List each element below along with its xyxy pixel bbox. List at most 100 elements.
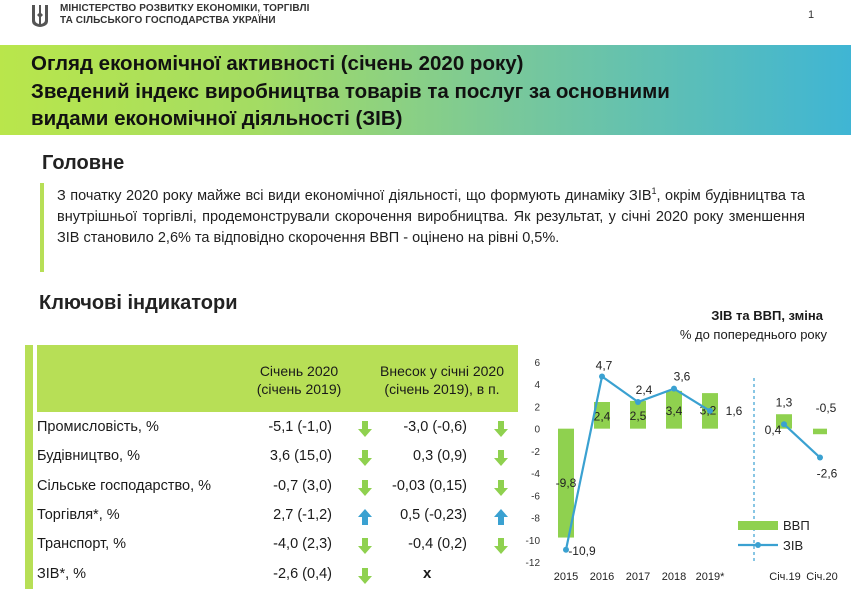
row-value-january: 3,6 (15,0) [269,448,332,465]
legend-gva-marker [755,542,761,548]
arrow-down-icon [494,450,508,467]
gva-point [599,373,605,380]
gva-point [707,407,713,414]
y-tick-label: -6 [531,491,540,502]
main-heading: Головне [42,152,125,174]
arrow-down-icon [358,450,372,467]
table-row: Промисловість, % -5,1 (-1,0) -3,0 (-0,6) [37,414,518,443]
summary-part2: , окрім будівництва та внутрішньої торгі… [57,188,805,246]
gdp-bar-label: 1,3 [776,395,793,409]
y-tick-label: -4 [531,469,540,480]
title-line1: Огляд економічної активності (січень 202… [31,52,524,75]
arrow-up-icon [358,508,372,525]
gva-line-label: -10,9 [568,544,596,558]
gva-point [563,546,569,553]
row-value-january: -4,0 (2,3) [273,536,332,553]
arrow-down-icon [358,421,372,437]
chart-subtitle: % до попереднього року [679,327,827,342]
gdp-bar-label: 3,4 [666,404,683,418]
ministry-line1: МІНІСТЕРСТВО РОЗВИТКУ ЕКОНОМІКИ, ТОРГІВЛ… [60,3,310,14]
chart-title: ЗІВ та ВВП, зміна [711,308,823,323]
row-value-contribution: -3,0 (-0,6) [403,419,467,435]
row-value-contribution: -0,03 (0,15) [392,477,467,494]
y-tick-label: 0 [534,425,540,436]
indicators-heading: Ключові індикатори [39,292,238,314]
x-category-label: Січ.20 [806,571,837,583]
gva-line-label: 4,7 [596,358,613,372]
gva-point [635,399,641,405]
gva-line-label: 1,6 [726,404,743,418]
gdp-bar [813,428,827,435]
chart-container: ЗІВ та ВВП, зміна % до попереднього року… [520,300,851,605]
arrow-down-icon [358,479,372,496]
col2-line1: Внесок у січні 2020 [380,363,504,379]
arrow-down-icon [494,538,508,555]
x-category-label: 2019* [696,571,725,583]
row-label: Промисловість, % [37,419,159,435]
row-label: Будівництво, % [37,448,140,465]
gdp-bar [558,428,574,538]
x-category-label: 2016 [590,571,614,583]
row-mark: x [423,564,432,582]
row-value-january: -2,6 (0,4) [273,565,332,582]
summary-text: З початку 2020 року майже всі види еконо… [57,186,805,249]
gva-line-label: 0,4 [765,423,782,437]
page-number: 1 [808,9,815,21]
chart-svg: 6420-2-4-6-8-10-12-9,82,42,53,43,21,3-0,… [526,358,838,583]
gdp-bar [666,390,682,429]
x-category-label: Січ.19 [769,571,800,583]
arrow-down-icon [494,479,508,496]
row-label: Торгівля*, % [37,506,120,523]
summary-accent-bar [40,183,44,272]
row-label: Сільське господарство, % [37,477,212,494]
x-category-label: 2015 [554,571,578,583]
table-row: ЗІВ*, % -2,6 (0,4) x [37,561,518,590]
gva-line-label: -2,6 [817,467,838,481]
gdp-bar-label: 2,4 [594,409,611,423]
x-category-label: 2017 [626,571,650,583]
y-tick-label: 2 [534,402,540,413]
table-row: Будівництво, % 3,6 (15,0) 0,3 (0,9) [37,443,518,472]
legend-gva-label: ЗІВ [783,538,803,553]
col2-line2: (січень 2019), в п. [384,381,500,397]
gva-line-label: 3,6 [674,370,691,384]
ministry-line2: ТА СІЛЬСЬКОГО ГОСПОДАРСТВА УКРАЇНИ [60,15,276,26]
row-value-january: -0,7 (3,0) [273,477,332,494]
table-header [37,345,518,412]
gdp-bar-label: -0,5 [816,401,837,415]
arrow-down-icon [494,421,508,437]
ministry-name: МІНІСТЕРСТВО РОЗВИТКУ ЕКОНОМІКИ, ТОРГІВЛ… [60,3,309,27]
row-value-january: -5,1 (-1,0) [268,419,332,435]
y-tick-label: 6 [534,358,540,369]
y-tick-label: -8 [531,514,540,525]
trident-icon [32,5,48,27]
x-category-label: 2018 [662,571,686,583]
title-line3: видами економічної діяльності (ЗІВ) [31,107,403,130]
gdp-bar-label: -9,8 [556,476,577,490]
col1-line1: Січень 2020 [259,363,339,379]
legend-gdp-swatch [738,521,778,530]
gdp-bar [594,402,610,429]
column-header-contribution: Внесок у січні 2020 (січень 2019), в п. [362,362,522,398]
y-tick-label: -10 [526,536,541,547]
gdp-bar-label: 2,5 [630,409,647,423]
footnote-marker: 1 [651,186,657,197]
row-value-contribution: -0,4 (0,2) [408,536,467,553]
table-row: Транспорт, % -4,0 (2,3) -0,4 (0,2) [37,531,518,560]
gva-point [781,421,787,428]
arrow-down-icon [358,538,372,555]
title-line2: Зведений індекс виробництва товарів та п… [31,80,670,103]
gva-point [817,454,823,461]
row-value-contribution: 0,3 (0,9) [413,448,467,465]
arrow-down-icon [358,567,372,584]
row-value-contribution: 0,5 (-0,23) [400,506,467,523]
row-label: Транспорт, % [37,536,127,553]
table-row: Сільське господарство, % -0,7 (3,0) -0,03 … [37,473,518,502]
page-header: МІНІСТЕРСТВО РОЗВИТКУ ЕКОНОМІКИ, ТОРГІВЛ… [0,0,851,36]
gva-point [671,385,677,392]
col1-line2: (січень 2019) [256,381,342,397]
table-row: Торгівля*, % 2,7 (-1,2) 0,5 (-0,23) [37,502,518,531]
row-label: ЗІВ*, % [37,565,87,582]
row-value-january: 2,7 (-1,2) [273,506,332,523]
column-header-january: Січень 2020 (січень 2019) [240,362,358,398]
